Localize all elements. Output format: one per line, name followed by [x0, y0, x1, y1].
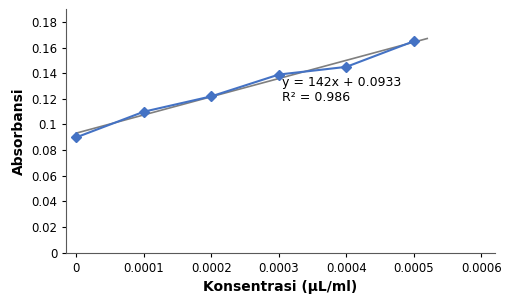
Y-axis label: Absorbansi: Absorbansi: [12, 87, 25, 175]
Text: y = 142x + 0.0933
R² = 0.986: y = 142x + 0.0933 R² = 0.986: [281, 76, 401, 104]
X-axis label: Konsentrasi (µL/ml): Konsentrasi (µL/ml): [203, 280, 357, 294]
